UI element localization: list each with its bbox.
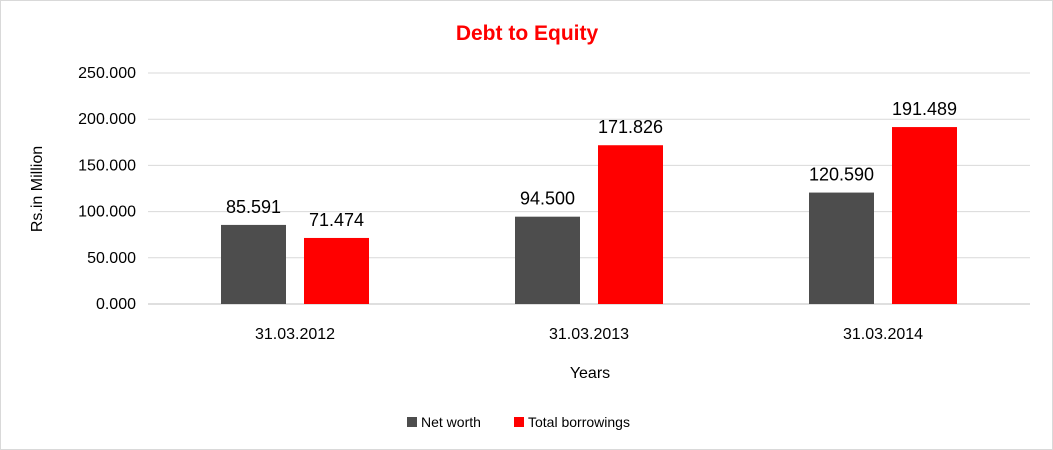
x-axis-label: Years [570,365,610,382]
legend: Net worth Total borrowings [407,414,630,430]
legend-swatch [407,417,417,427]
y-tick-label: 100.000 [78,204,136,221]
bar-total-borrowings [304,237,369,304]
x-tick-label: 31.03.2012 [255,326,335,343]
bar-net-worth [515,216,580,304]
legend-swatch [514,417,524,427]
data-labels: 85.591 71.474 94.500 171.826 120.590 191.489 [226,99,957,230]
gridlines [148,72,1030,305]
data-label: 94.500 [520,189,575,209]
bar-total-borrowings [892,127,957,304]
chart-title: Debt to Equity [456,22,599,45]
y-tick-label: 50.000 [87,250,136,267]
bar-net-worth [809,192,874,304]
x-tick-label: 31.03.2014 [843,326,923,343]
legend-label: Net worth [421,414,481,430]
data-label: 171.826 [598,117,663,137]
y-tick-labels: 0.000 50.000 100.000 150.000 200.000 250.000 [78,65,136,313]
data-label: 191.489 [892,99,957,119]
y-tick-label: 0.000 [96,296,136,313]
data-label: 85.591 [226,197,281,217]
data-label: 71.474 [309,210,364,230]
y-axis-label: Rs.in Million [29,146,46,232]
legend-label: Total borrowings [528,414,630,430]
y-tick-label: 150.000 [78,157,136,174]
data-label: 120.590 [809,165,874,185]
y-tick-label: 250.000 [78,65,136,82]
bar-net-worth [221,224,286,304]
x-tick-labels: 31.03.2012 31.03.2013 31.03.2014 [255,326,923,343]
y-tick-label: 200.000 [78,111,136,128]
x-tick-label: 31.03.2013 [549,326,629,343]
bars [221,127,957,304]
bar-total-borrowings [598,145,663,304]
